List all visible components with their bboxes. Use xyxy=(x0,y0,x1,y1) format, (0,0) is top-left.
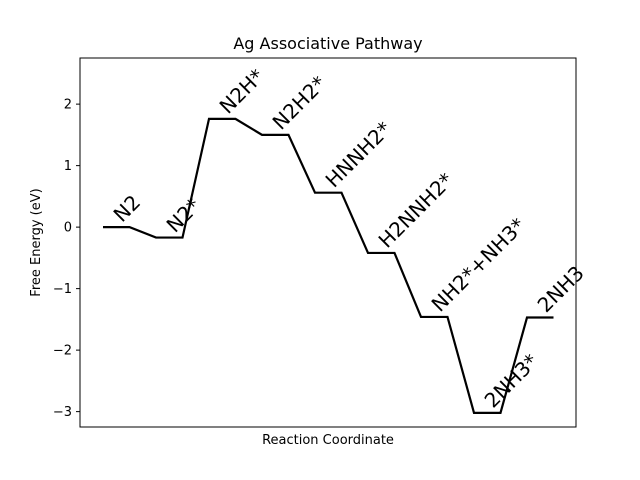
step-label-0: N2 xyxy=(109,190,146,227)
step-label-1: N2* xyxy=(162,193,206,237)
y-tick-label: −3 xyxy=(53,405,72,420)
y-tick-label: −2 xyxy=(53,344,72,359)
step-label-3: N2H2* xyxy=(268,71,331,134)
step-label-5: H2NNH2* xyxy=(374,168,458,252)
y-axis: 2 1 0 −1 −2 −3 xyxy=(53,98,80,420)
y-tick-label: −1 xyxy=(53,282,72,297)
y-tick-label: 1 xyxy=(64,159,72,174)
step-label-8: 2NH3 xyxy=(533,261,589,317)
y-tick-label: 0 xyxy=(64,221,72,236)
step-label-4: HNNH2* xyxy=(321,117,396,192)
step-label-6: NH2*+NH3* xyxy=(427,213,530,316)
x-axis-label: Reaction Coordinate xyxy=(262,433,394,448)
step-label-7: 2NH3* xyxy=(480,349,543,412)
pathway-line xyxy=(103,117,554,414)
step-label-2: N2H* xyxy=(215,64,269,118)
plot-frame xyxy=(79,57,577,428)
chart-title: Ag Associative Pathway xyxy=(233,34,422,53)
y-axis-label: Free Energy (eV) xyxy=(29,188,44,296)
pathway-series xyxy=(103,117,554,414)
y-tick-label: 2 xyxy=(64,98,72,113)
